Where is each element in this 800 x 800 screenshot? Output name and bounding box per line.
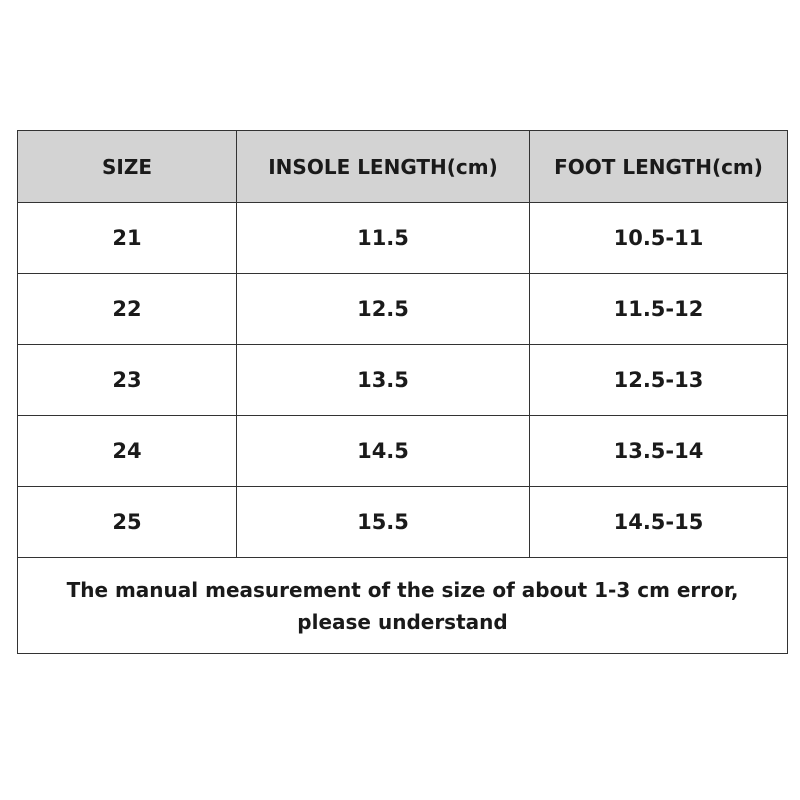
table-cell: 25 bbox=[17, 486, 237, 558]
table-cell: 12.5 bbox=[236, 273, 530, 345]
note-cell: The manual measurement of the size of ab… bbox=[17, 557, 788, 654]
table-cell: 23 bbox=[17, 344, 237, 416]
table-body: 21 11.5 10.5-11 22 12.5 11.5-12 23 13.5 12.5-13 2… bbox=[17, 202, 788, 654]
table-cell: 10.5-11 bbox=[529, 202, 788, 274]
table-cell: 22 bbox=[17, 273, 237, 345]
table-cell: 14.5-15 bbox=[529, 486, 788, 558]
table-cell: 21 bbox=[17, 202, 237, 274]
header-cell: SIZE bbox=[17, 130, 237, 203]
header-cell: INSOLE LENGTH(cm) bbox=[236, 130, 530, 203]
note-row: The manual measurement of the size of ab… bbox=[17, 557, 788, 654]
note-line: The manual measurement of the size of ab… bbox=[66, 577, 739, 602]
note-line: please understand bbox=[297, 609, 508, 634]
table-cell: 15.5 bbox=[236, 486, 530, 558]
table-row: 25 15.5 14.5-15 bbox=[17, 486, 788, 558]
table-cell: 24 bbox=[17, 415, 237, 487]
header-cell: FOOT LENGTH(cm) bbox=[529, 130, 788, 203]
table-cell: 11.5-12 bbox=[529, 273, 788, 345]
table-row: 23 13.5 12.5-13 bbox=[17, 344, 788, 416]
table-cell: 11.5 bbox=[236, 202, 530, 274]
table-cell: 13.5-14 bbox=[529, 415, 788, 487]
table-cell: 12.5-13 bbox=[529, 344, 788, 416]
size-table: SIZE INSOLE LENGTH(cm) FOOT LENGTH(cm) 21 1… bbox=[17, 130, 788, 654]
table-row: 22 12.5 11.5-12 bbox=[17, 273, 788, 345]
table-cell: 14.5 bbox=[236, 415, 530, 487]
table-row: 24 14.5 13.5-14 bbox=[17, 415, 788, 487]
table-cell: 13.5 bbox=[236, 344, 530, 416]
table-row: 21 11.5 10.5-11 bbox=[17, 202, 788, 274]
header-row: SIZE INSOLE LENGTH(cm) FOOT LENGTH(cm) bbox=[17, 130, 788, 203]
